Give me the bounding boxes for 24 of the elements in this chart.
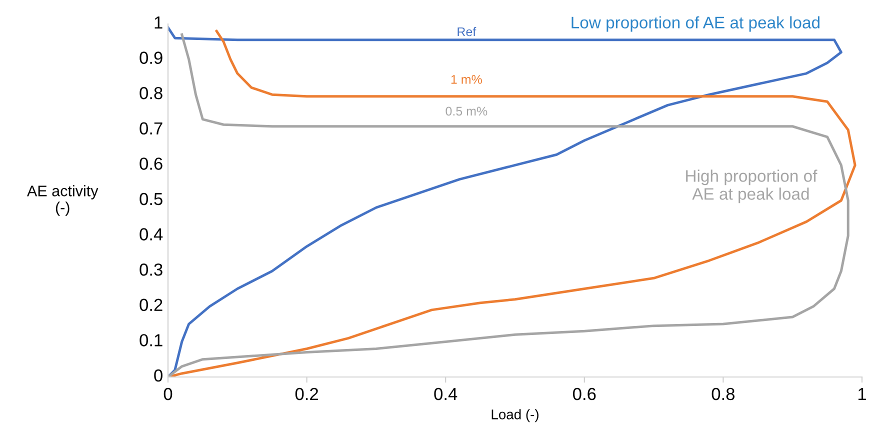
x-tick-label: 0 xyxy=(164,388,172,400)
annotation: High proportion of AE at peak load xyxy=(686,170,818,204)
series-label: Ref xyxy=(458,27,476,36)
y-tick-label: 0 xyxy=(154,369,162,382)
x-tick-label: 0.8 xyxy=(712,388,735,400)
y-tick-label: 0.4 xyxy=(140,228,163,240)
y-axis-title: AE activity (-) xyxy=(26,185,98,216)
y-tick-label: 1 xyxy=(154,16,162,28)
y-tick-label: 0.7 xyxy=(140,122,162,135)
y-tick-label: 0.5 xyxy=(140,192,162,206)
annotation: Low proportion of AE at peak load xyxy=(572,16,820,32)
x-tick-label: 0.2 xyxy=(295,388,318,400)
y-tick-label: 0.2 xyxy=(140,298,162,312)
series-label: 0.5 m% xyxy=(446,106,488,116)
x-tick-label: 1 xyxy=(858,388,866,400)
y-tick-label: 0.9 xyxy=(140,52,162,64)
x-tick-label: 0.4 xyxy=(434,388,458,400)
x-tick-label: 0.6 xyxy=(573,388,596,400)
y-tick-label: 0.8 xyxy=(140,86,162,100)
series-label: 1 m% xyxy=(451,75,482,84)
x-axis-title: Load (-) xyxy=(492,409,538,422)
y-tick-label: 0.1 xyxy=(140,334,162,346)
y-tick-label: 0.3 xyxy=(140,263,162,276)
y-tick-label: 0.6 xyxy=(140,158,162,170)
